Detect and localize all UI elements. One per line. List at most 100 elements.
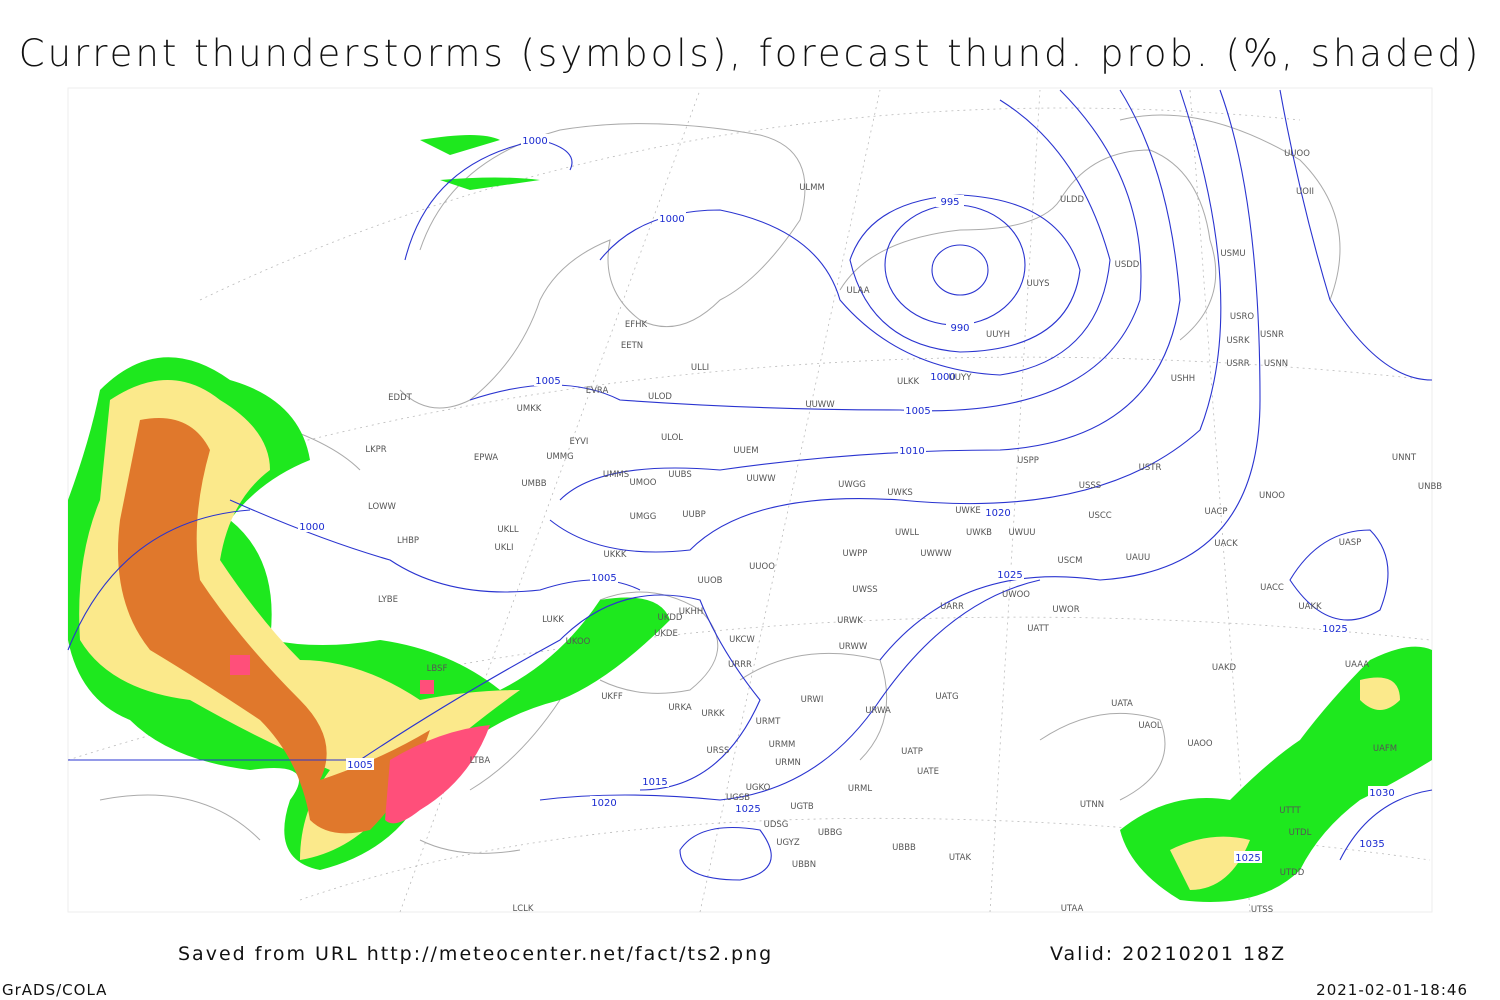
station-label: URWA — [865, 706, 891, 716]
station-label: URKA — [668, 703, 692, 713]
station-label: LCLK — [513, 904, 534, 914]
station-label: UAFM — [1373, 744, 1397, 754]
graticule — [67, 89, 1431, 913]
station-label: UMBB — [521, 479, 546, 489]
isobar-label: 1005 — [905, 406, 930, 417]
isobar — [549, 89, 1222, 553]
station-label: UTNN — [1080, 800, 1104, 810]
station-label: UUBS — [668, 470, 692, 480]
isobar-label-bg — [984, 506, 1012, 518]
station-label: UKFF — [601, 692, 623, 702]
station-label: LBSF — [427, 664, 448, 674]
isobar — [404, 139, 573, 261]
station-label: UUYH — [986, 330, 1010, 340]
station-label: URMT — [756, 717, 781, 727]
green-area — [420, 135, 1432, 902]
station-label: UBBG — [818, 828, 842, 838]
isobar-label: 1005 — [535, 376, 560, 387]
station-label: EFHK — [625, 320, 648, 330]
station-label: UUYY — [949, 373, 973, 383]
station-label: UWOR — [1052, 605, 1079, 615]
isobar-label-bg — [929, 370, 957, 382]
isobar-label: 995 — [940, 197, 959, 208]
isobar-label-bg — [641, 775, 669, 787]
station-label: UUWW — [746, 474, 776, 484]
station-label: LYBE — [378, 595, 398, 605]
map-title: Current thunderstorms (symbols), forecas… — [19, 32, 1482, 75]
isobar — [469, 89, 1142, 412]
station-label: UUOO — [1284, 149, 1310, 159]
station-label: UNBB — [1418, 482, 1442, 492]
station-label: USCC — [1088, 511, 1112, 521]
isobar-label: 1005 — [347, 760, 372, 771]
station-label: URWK — [837, 616, 863, 626]
station-label: UWKE — [955, 506, 981, 516]
isobar-label: 1015 — [642, 777, 667, 788]
station-label: URMN — [775, 758, 801, 768]
station-label: UWLL — [895, 528, 919, 538]
station-label: UMOO — [630, 478, 657, 488]
isobar-label: 1025 — [1322, 624, 1347, 635]
station-label: USMU — [1220, 249, 1245, 259]
station-label: UUOB — [698, 576, 723, 586]
station-label: UKHH — [679, 607, 704, 617]
station-label: UAAA — [1345, 660, 1369, 670]
isobar — [849, 194, 1081, 353]
station-label: URKK — [701, 709, 725, 719]
station-label: UKLI — [494, 543, 513, 553]
isobar — [1279, 89, 1433, 861]
isobar-label: 1025 — [997, 570, 1022, 581]
station-label: UBBB — [892, 843, 916, 853]
isobar-label-bg — [904, 404, 932, 416]
station-label: UWKS — [887, 488, 913, 498]
thunder-shading — [68, 135, 1432, 902]
station-label: URRR — [728, 660, 752, 670]
isobar-label: 990 — [950, 323, 969, 334]
isobar-label: 1020 — [985, 508, 1010, 519]
station-label: UAOL — [1138, 721, 1162, 731]
isobar — [67, 499, 641, 651]
storm-symbols — [230, 655, 1225, 870]
station-label: USDD — [1115, 260, 1140, 270]
station-label: UACK — [1214, 539, 1238, 549]
station-label: LHBP — [397, 536, 419, 546]
station-label: UMMG — [546, 452, 573, 462]
isobar-label: 1000 — [930, 372, 955, 383]
station-label: UATT — [1027, 624, 1049, 634]
software: GrADS/COLA — [2, 981, 107, 999]
isobar-label: 1000 — [522, 136, 547, 147]
station-label: UTAA — [1061, 904, 1084, 914]
station-label: ULLI — [691, 363, 709, 373]
source-url: Saved from URL http://meteocenter.net/fa… — [178, 943, 773, 965]
station-label: UOII — [1296, 187, 1314, 197]
station-label: USSS — [1079, 481, 1101, 491]
station-label: UAOO — [1187, 739, 1213, 749]
station-label: UGTB — [790, 802, 814, 812]
isobar-label: 1030 — [1369, 788, 1394, 799]
isobar-label-bg — [1368, 786, 1396, 798]
isobar-label: 1020 — [591, 798, 616, 809]
station-label: UKOO — [566, 637, 591, 647]
station-label: URML — [848, 784, 872, 794]
station-label: USRR — [1226, 359, 1250, 369]
isobar-label-bg — [298, 520, 326, 532]
station-label: UAUU — [1126, 553, 1150, 563]
station-label: UTTT — [1279, 806, 1301, 816]
station-label: UTDD — [1280, 868, 1305, 878]
isobar-label-bg — [1321, 622, 1349, 634]
isobar — [879, 89, 1261, 661]
station-label: UATA — [1111, 699, 1133, 709]
isobar-label: 1025 — [1235, 853, 1260, 864]
station-label: UDSG — [764, 820, 789, 830]
station-label: UUBP — [682, 510, 705, 520]
isobar-label-bg — [898, 444, 926, 456]
isobar-label-bg — [658, 212, 686, 224]
station-label: UWPP — [843, 549, 868, 559]
station-label: URWW — [839, 642, 868, 652]
isobar-label-bg — [590, 796, 618, 808]
station-label: EDDT — [388, 393, 412, 403]
isobar-label-bg — [936, 195, 964, 207]
station-label: UAKK — [1298, 602, 1322, 612]
